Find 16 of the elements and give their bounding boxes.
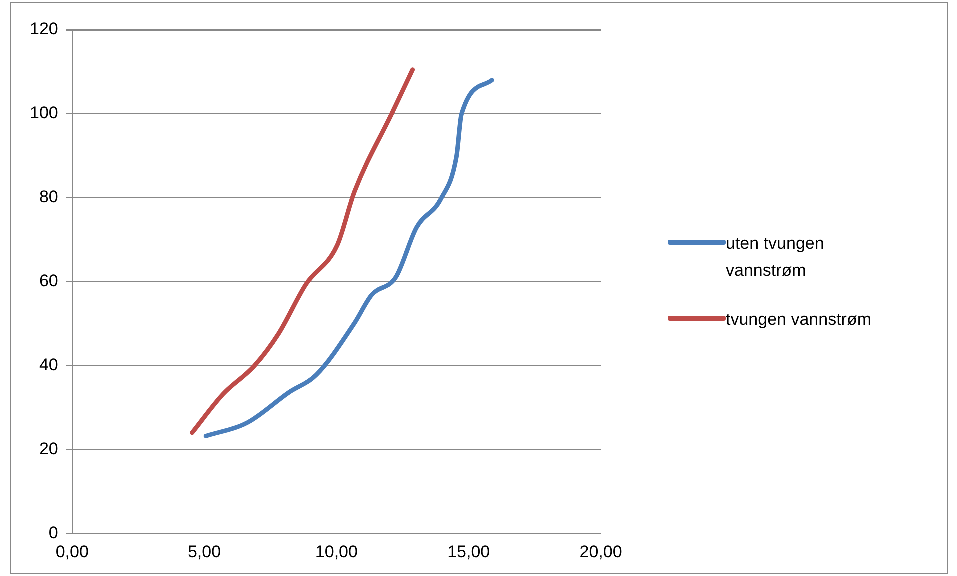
x-tick-label: 20,00 [580, 542, 622, 562]
x-tick-label: 5,00 [188, 542, 222, 562]
y-tick-label: 40 [39, 355, 58, 374]
y-tick-label: 120 [30, 20, 58, 39]
legend-label: tvungen vannstrøm [726, 309, 872, 331]
x-tick-label: 0,00 [56, 542, 89, 562]
y-tick-label: 80 [39, 188, 58, 207]
line-series [190, 68, 416, 436]
x-tick-label: 10,00 [315, 542, 358, 562]
y-tick-label: 20 [39, 439, 58, 458]
legend-label: uten tvungen vannstrøm [726, 233, 826, 282]
line-series [204, 78, 494, 438]
x-tick-label: 15,00 [448, 542, 490, 562]
y-tick-label: 100 [30, 104, 58, 123]
y-tick-label: 0 [48, 523, 58, 542]
y-tick-label: 60 [39, 271, 58, 290]
